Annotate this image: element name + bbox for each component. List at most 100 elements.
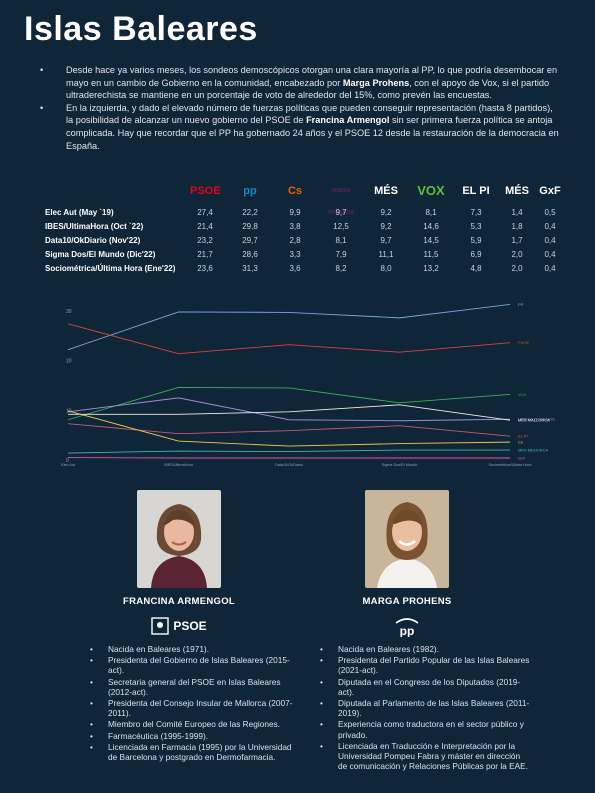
party-logo-cs: Cs <box>287 185 303 197</box>
poll-value: 12,5 <box>333 222 349 231</box>
intro-text: En la izquierda, y dado el elevado númer… <box>66 102 553 126</box>
series-line-vox <box>67 386 511 421</box>
bio-item: Diputada en el Congreso de los Diputados… <box>320 677 530 697</box>
poll-value: 8,1 <box>335 236 347 245</box>
poll-value: 13,2 <box>423 264 439 273</box>
y-tick-label: 20 <box>66 359 72 365</box>
poll-value: 23,6 <box>197 264 213 273</box>
candidate-name: MARGA PROHENS <box>362 596 452 607</box>
bio-item: Licenciada en Traducción e Interpretació… <box>320 741 530 772</box>
poll-value: 3,6 <box>289 264 301 273</box>
series-label: PP <box>518 302 524 307</box>
poll-value: 1,8 <box>511 222 523 231</box>
party-logo-vox: VOX <box>417 183 445 198</box>
poll-value: 8,2 <box>335 264 347 273</box>
poll-value: 0,4 <box>544 264 556 273</box>
intro-text: sin ser primera fuerza política se antoj… <box>66 115 559 151</box>
party-logo-psoe: PSOE <box>190 185 221 197</box>
armengol-bio: Nacida en Baleares (1971).Presidenta del… <box>90 644 300 763</box>
series-label: UNIDAS PODEMOS <box>518 417 555 422</box>
series-line-el-pi <box>67 423 511 437</box>
bio-item: Diputada al Parlamento de las Islas Bale… <box>320 698 530 718</box>
party-logo-el-pi: EL PI <box>462 185 490 197</box>
x-tick-label: Sociométrica/Última Hora <box>488 462 532 467</box>
poll-value: 9,7 <box>335 208 347 217</box>
poll-value: 14,6 <box>423 222 439 231</box>
intro-bold: Francina Armengol <box>306 115 390 126</box>
party-logo-pp: pp <box>243 185 257 197</box>
svg-text:pp: pp <box>400 624 415 637</box>
pp-logo: pp <box>365 615 449 637</box>
x-tick-label: Elec Aut <box>61 463 76 467</box>
poll-value: 14,5 <box>423 236 439 245</box>
poll-value: 7,9 <box>335 250 347 259</box>
party-logo-m-s-per-menorca: MÉS <box>505 185 529 197</box>
intro-item: Desde hace ya varios meses, los sondeos … <box>40 64 560 102</box>
poll-row: Elec Aut (May `19) 27,4 22,2 9,9 9,7 9,2 8,1 7,… <box>45 208 556 220</box>
poll-value: 5,9 <box>470 236 482 245</box>
armengol-photo <box>137 490 221 588</box>
poll-label: Elec Aut (May `19) <box>45 208 114 217</box>
poll-value: 22,2 <box>242 208 258 217</box>
candidate-armengol: FRANCINA ARMENGOL PSOE <box>123 490 235 637</box>
pp-icon: pp <box>395 618 419 637</box>
bio-item: Presidenta del Consejo Insular de Mallor… <box>90 698 300 718</box>
party-logo-gxf: GxF <box>539 185 561 197</box>
poll-value: 0,4 <box>544 222 556 231</box>
poll-value: 6,9 <box>470 250 482 259</box>
series-line-unidas-podemos <box>67 397 511 422</box>
y-tick-label: 0 <box>66 458 69 464</box>
poll-value: 29,8 <box>242 222 258 231</box>
poll-value: 7,3 <box>470 208 482 217</box>
poll-value: 29,7 <box>242 236 258 245</box>
series-label: MÉS MALLORCA <box>518 418 550 423</box>
series-label: MÉS MENORCA <box>518 448 549 453</box>
poll-value: 11,5 <box>423 250 439 259</box>
poll-value: 11,1 <box>378 250 394 259</box>
poll-value: 3,8 <box>289 222 301 231</box>
series-line-cs <box>67 410 511 447</box>
bio-item: Farmacéutica (1995-1999). <box>90 731 300 741</box>
poll-row: IBES/UltimaHora (Oct `22) 21,4 29,8 3,8 12,5… <box>45 222 556 234</box>
intro-text: , con el apoyo de Vox, si el partido ult… <box>66 77 550 101</box>
poll-value: 9,2 <box>380 222 392 231</box>
intro-list: Desde hace ya varios meses, los sondeos … <box>40 64 560 152</box>
series-line-pp <box>67 304 511 351</box>
bio-item: Presidenta del Gobierno de Islas Baleare… <box>90 655 300 675</box>
poll-row: Sigma Dos/El Mundo (Dic'22) 21,7 28,6 3,3 7,… <box>45 250 556 262</box>
series-label: EL PI <box>518 434 528 439</box>
intro-bold: Marga Prohens <box>342 77 410 88</box>
poll-value: 2,8 <box>289 236 301 245</box>
bio-item: Miembro del Comité Europeo de las Region… <box>90 719 300 729</box>
poll-value: 9,2 <box>380 208 392 217</box>
poll-row: Data10/OkDiario (Nov'22) 23,2 29,7 2,8 8,1 9,… <box>45 236 556 248</box>
prohens-bio: Nacida en Baleares (1982).Presidenta del… <box>320 644 530 772</box>
poll-value: 9,9 <box>289 208 301 217</box>
poll-value: 0,4 <box>544 236 556 245</box>
party-logo-m-s-per-mallorca: MÉS <box>374 185 398 197</box>
poll-label: Sociométrica/Última Hora (Ene'22) <box>45 264 176 273</box>
poll-value: 31,3 <box>242 264 258 273</box>
bio-item: Experiencia como traductora en el sector… <box>320 719 530 739</box>
bio-item: Secretaria general del PSOE en Islas Bal… <box>90 677 300 697</box>
candidate-prohens: MARGA PROHENS pp <box>362 490 451 637</box>
rose-icon <box>151 617 170 635</box>
poll-value: 27,4 <box>197 208 213 217</box>
poll-value: 28,6 <box>242 250 258 259</box>
bio-item: Licenciada en Farmacia (1995) por la Uni… <box>90 742 300 762</box>
poll-label: Data10/OkDiario (Nov'22) <box>45 236 141 245</box>
poll-value: 2,0 <box>511 250 523 259</box>
poll-label: IBES/UltimaHora (Oct `22) <box>45 222 144 231</box>
poll-value: 2,0 <box>511 264 523 273</box>
poll-value: 8,1 <box>425 208 437 217</box>
poll-value: 3,3 <box>289 250 301 259</box>
series-line-m-s-menorca <box>67 449 510 454</box>
bio-item: Nacida en Baleares (1982). <box>320 644 530 654</box>
party-logo-units-podem: UNIDAS PODEMOS <box>328 188 354 216</box>
x-tick-label: Sigma Dos/El Mundo <box>382 463 418 467</box>
series-line-m-s-mallorca <box>68 404 511 421</box>
poll-value: 21,7 <box>197 250 213 259</box>
poll-value: 0,4 <box>544 250 556 259</box>
series-label: PSOE <box>518 340 529 345</box>
